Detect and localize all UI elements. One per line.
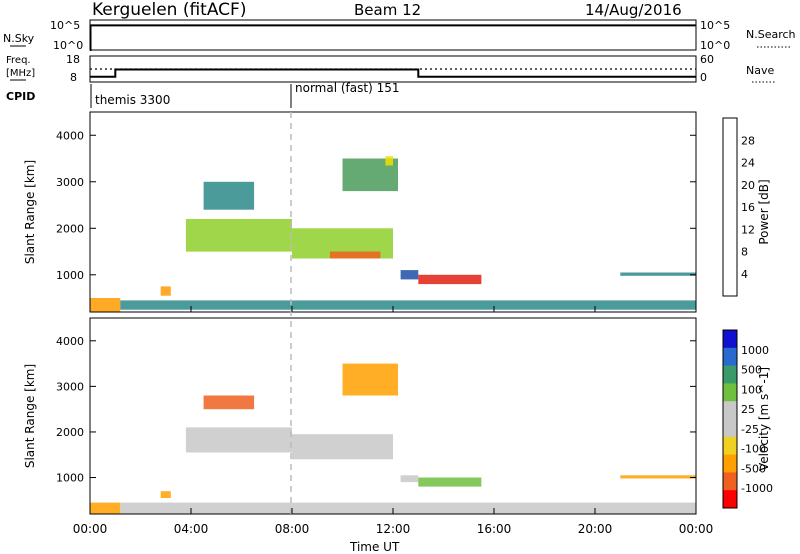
power-cells-region-2 [160, 286, 171, 296]
sky-left-tick-bottom: 10^0 [53, 39, 83, 52]
sky-right-tick-bottom: 10^0 [700, 39, 730, 52]
sky-left-label: N.Sky [3, 32, 35, 45]
vel-yticks-label-2: 3000 [56, 380, 84, 393]
vel-cbar-swatch-8 [723, 472, 737, 491]
power-cells-region-1 [120, 300, 697, 310]
vel-cbar-tick-6: -500 [741, 462, 766, 475]
vel-cbar-tick-4: -25 [741, 423, 759, 436]
vel-cells-region-5 [203, 395, 255, 410]
vel-cbar-swatch-3 [723, 383, 737, 402]
vel-cbar-tick-3: 25 [741, 403, 755, 416]
power-yticks-label-3: 4000 [56, 129, 84, 142]
x-tick-label-2: 08:00 [275, 522, 310, 536]
power-cells-region-8 [385, 156, 393, 166]
power-yticks-label-1: 2000 [56, 222, 84, 235]
x-tick-label-5: 20:00 [578, 522, 613, 536]
freq-label-2: [MHz] [6, 68, 35, 79]
power-cells-region-0 [90, 298, 121, 312]
power-yticks-label-2: 3000 [56, 176, 84, 189]
nave-tick-top: 60 [700, 53, 714, 66]
power-colorbar-label: Power [dB] [757, 179, 771, 244]
x-tick-label-3: 12:00 [376, 522, 411, 536]
power-colorbar: 4 8 12 16 20 24 28 [741, 134, 755, 281]
freq-line [90, 68, 696, 78]
beam-title: Beam 12 [354, 1, 421, 19]
power-cells-region-6 [329, 251, 381, 259]
vel-cells-region-8 [418, 477, 482, 487]
cpid-entry-1: normal (fast) 151 [295, 81, 399, 95]
power-cells-region-9 [400, 270, 419, 280]
power-yticks-label-0: 1000 [56, 269, 84, 282]
vel-yticks-label-0: 1000 [56, 472, 84, 485]
vel-cbar-tick-1: 500 [741, 364, 762, 377]
freq-tick-bottom: 8 [70, 71, 77, 84]
power-cbar-tick-2: 12 [741, 223, 755, 236]
vel-cbar-swatch-2 [723, 365, 737, 384]
sky-right-label: N.Search [746, 28, 796, 41]
velocity-heatmap-cells [90, 363, 697, 514]
vel-cells-region-2 [160, 491, 171, 498]
power-cells-region-11 [620, 272, 697, 276]
vel-cells-region-0 [90, 502, 121, 514]
vel-cbar-swatch-9 [723, 490, 737, 509]
sky-count-line [89, 24, 696, 51]
x-tick-label-4: 16:00 [477, 522, 512, 536]
velocity-y-ticks: 1000 2000 3000 4000 [56, 335, 696, 485]
power-cbar-tick-4: 20 [741, 179, 755, 192]
sky-right-tick-top: 10^5 [700, 19, 730, 32]
velocity-colorbar-label: Velocity [m s^-1] [757, 367, 771, 471]
sky-left-tick-top: 10^5 [50, 19, 80, 32]
x-axis-ticks: 00:00 04:00 08:00 12:00 16:00 20:00 00:00 [73, 306, 714, 536]
power-cbar-tick-3: 16 [741, 201, 755, 214]
velocity-y-label: Slant Range [km] [23, 364, 37, 468]
vel-cbar-swatch-5 [723, 419, 737, 438]
vel-yticks-label-1: 2000 [56, 426, 84, 439]
vel-cells-region-4 [292, 434, 393, 460]
power-y-ticks: 1000 2000 3000 4000 [56, 129, 696, 282]
cpid-entry-0: themis 3300 [95, 93, 170, 107]
power-cbar-tick-1: 8 [741, 246, 748, 259]
power-cbar-tick-6: 28 [741, 134, 755, 147]
vel-cbar-swatch-4 [723, 401, 737, 420]
date-title: 14/Aug/2016 [585, 1, 682, 19]
cpid-label: CPID [6, 90, 35, 103]
velocity-panel-frame [89, 317, 697, 515]
power-cells-region-10 [418, 274, 482, 285]
velocity-colorbar: 1000 500 100 25 -25 -100 -500 -1000 [723, 330, 773, 509]
vel-cbar-tick-5: -100 [741, 443, 766, 456]
power-cells-region-3 [185, 219, 292, 252]
power-cells-region-4 [203, 181, 255, 210]
vel-cells-region-3 [185, 427, 292, 453]
power-colorbar-frame [722, 117, 738, 297]
station-title: Kerguelen (fitACF) [92, 0, 246, 20]
x-tick-label-0: 00:00 [73, 522, 108, 536]
vel-cells-region-1 [120, 502, 697, 514]
freq-label-1: Freq. [6, 55, 31, 66]
power-cbar-tick-0: 4 [741, 268, 748, 281]
x-axis-label: Time UT [349, 540, 400, 554]
power-cbar-tick-5: 24 [741, 157, 755, 170]
x-tick-label-6: 00:00 [679, 522, 714, 536]
freq-tick-top: 18 [66, 53, 80, 66]
vel-cbar-swatch-0 [723, 330, 737, 349]
vel-cbar-tick-7: -1000 [741, 482, 773, 495]
power-panel-frame [89, 111, 697, 313]
vel-cbar-swatch-7 [723, 454, 737, 473]
vel-cells-region-7 [400, 475, 419, 483]
velocity-colorbar-frame [722, 329, 738, 509]
vel-cells-region-9 [620, 475, 697, 479]
power-heatmap-cells [90, 156, 697, 312]
power-y-label: Slant Range [km] [23, 160, 37, 264]
nave-tick-bottom: 0 [700, 71, 707, 84]
vel-cbar-tick-2: 100 [741, 383, 762, 396]
vel-cbar-swatch-6 [723, 436, 737, 456]
vel-cbar-swatch-1 [723, 347, 737, 367]
vel-yticks-label-3: 4000 [56, 335, 84, 348]
x-tick-label-1: 04:00 [174, 522, 209, 536]
nave-label: Nave [746, 64, 774, 77]
vel-cbar-tick-0: 1000 [741, 344, 769, 357]
vel-cells-region-6 [342, 363, 398, 396]
